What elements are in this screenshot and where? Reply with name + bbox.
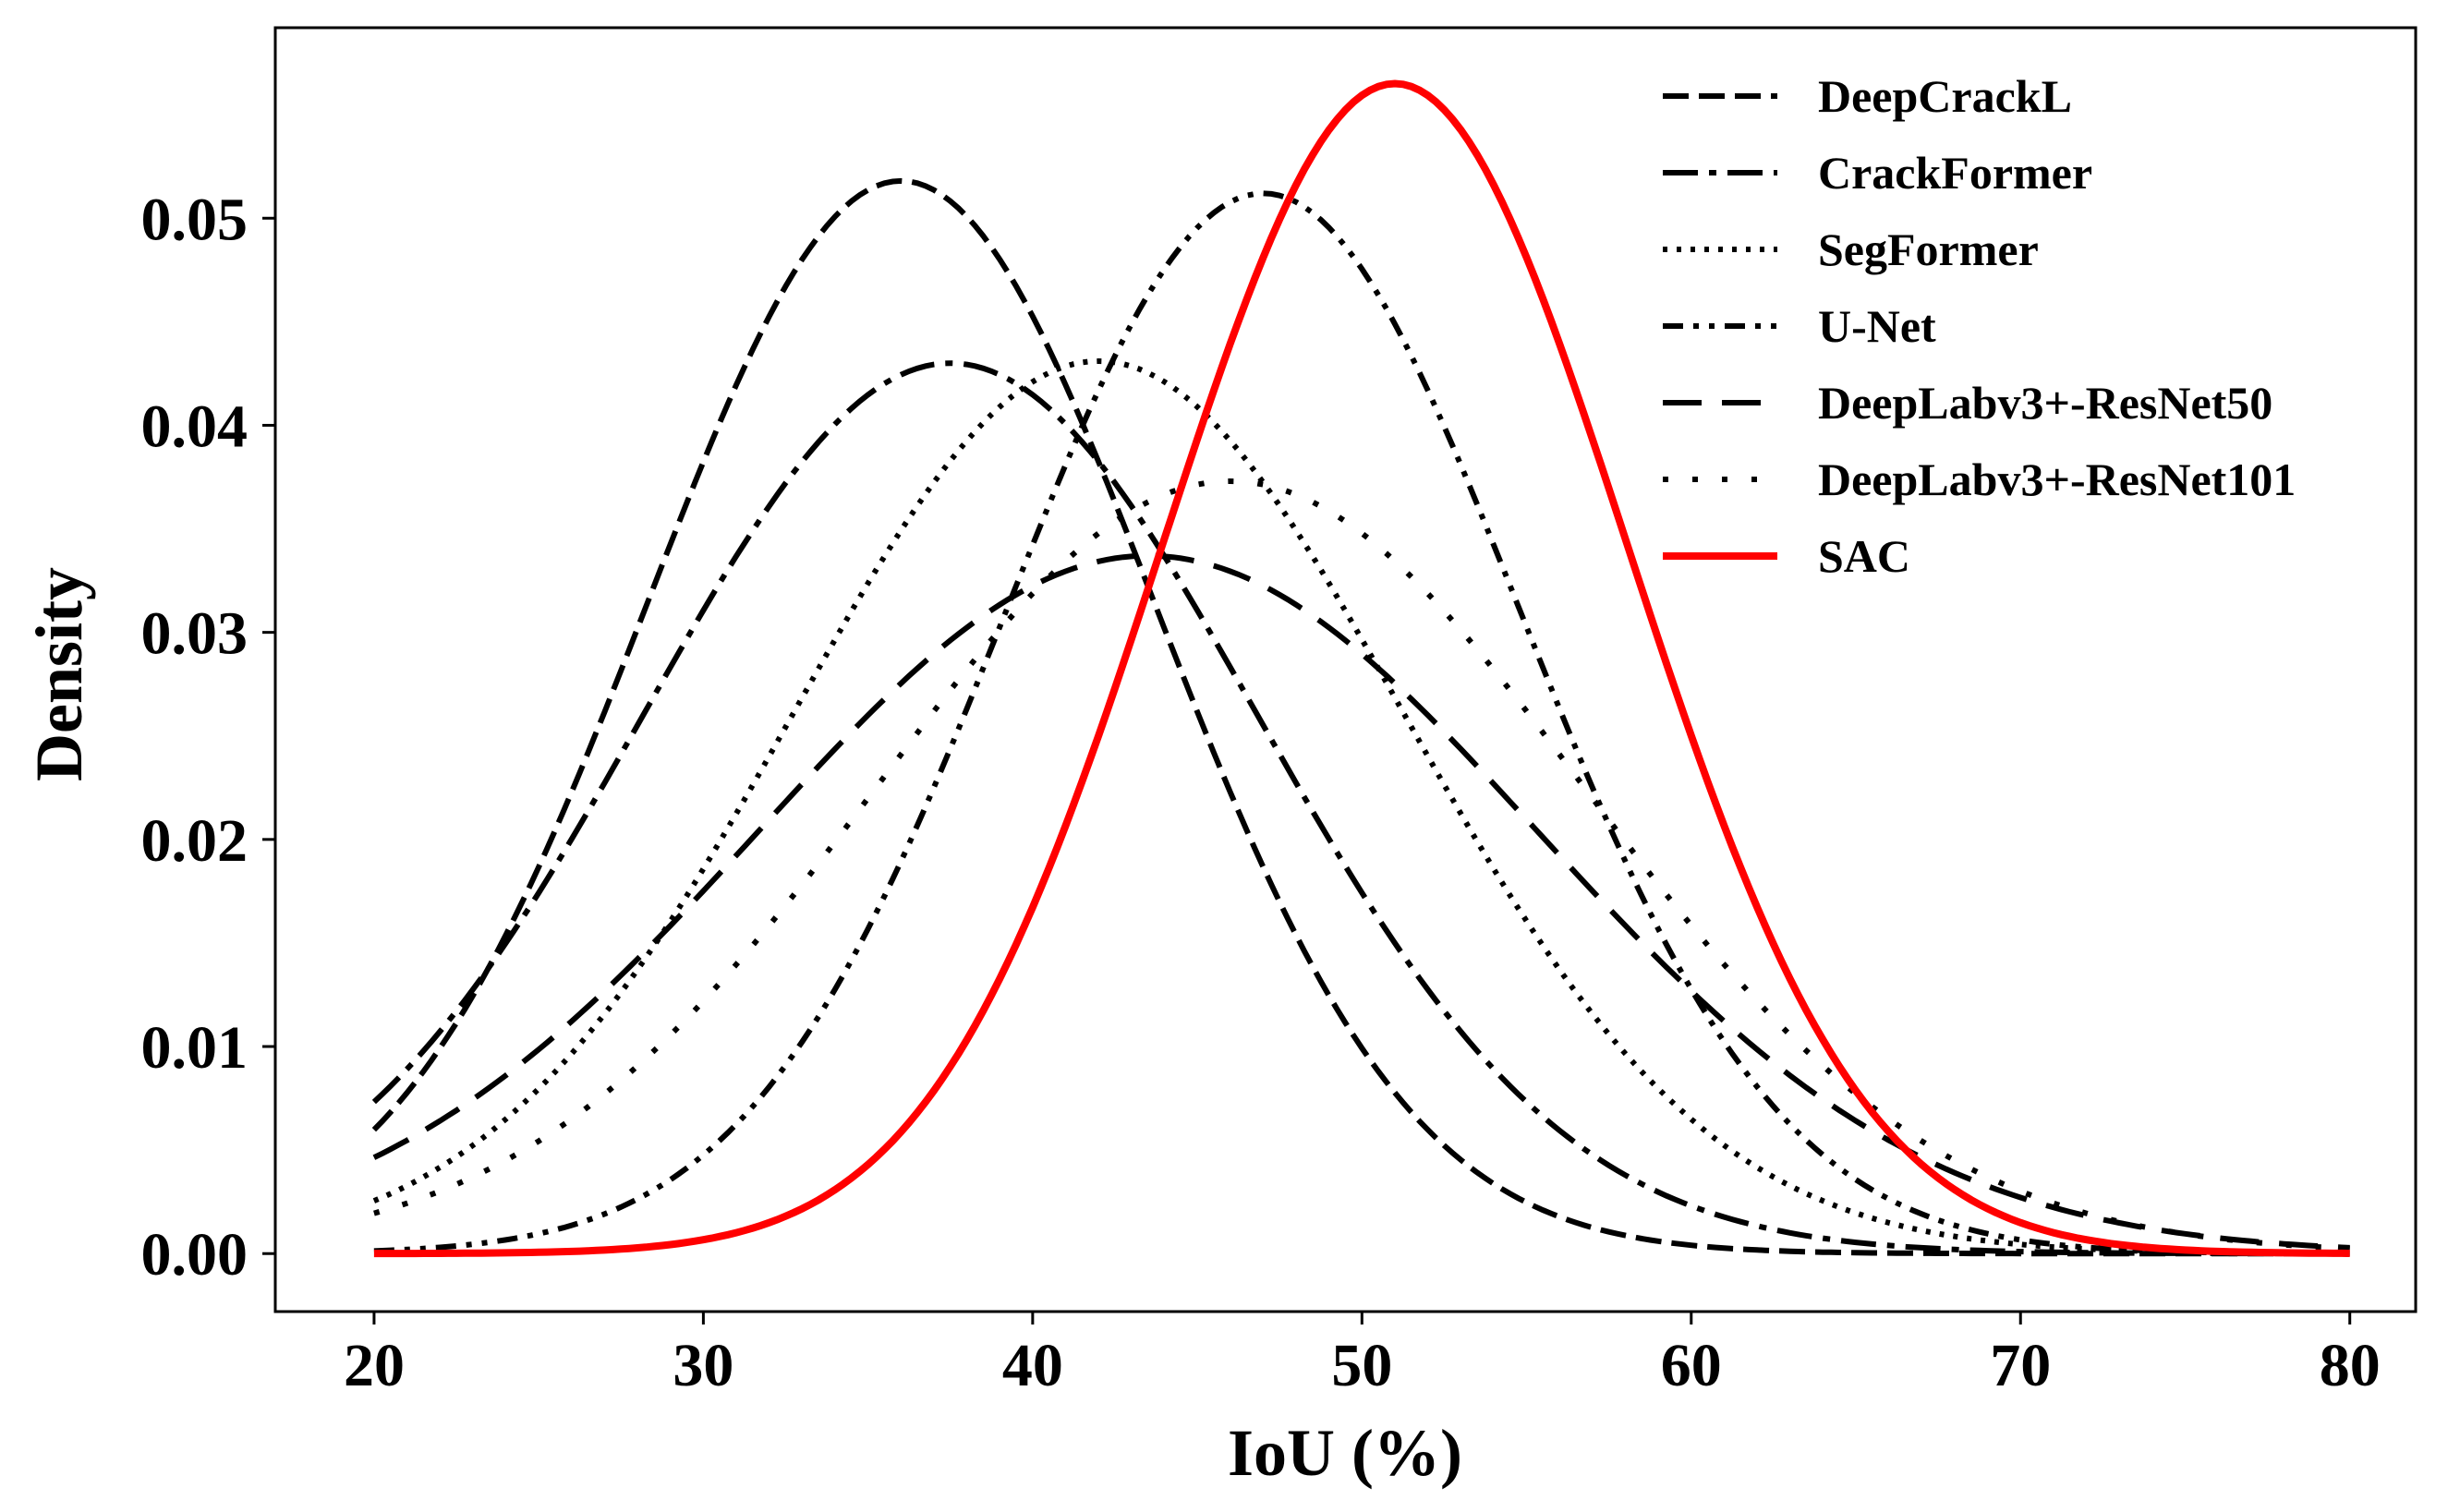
x-axis-ticks: 20 30 40 50 60 70 80	[344, 1312, 2381, 1399]
y-tick-label: 0.03	[141, 600, 248, 668]
legend-label-crackformer: CrackFormer	[1818, 147, 2092, 199]
y-tick-label: 0.05	[141, 186, 248, 253]
legend-label-u-net: U-Net	[1818, 300, 1936, 352]
legend-label-segformer: SegFormer	[1818, 224, 2039, 275]
curve-u-net	[373, 190, 2350, 1257]
curve-sac	[373, 79, 2350, 1258]
x-axis-label: IoU (%)	[1228, 1416, 1462, 1490]
legend-label-sac: SAC	[1818, 530, 1910, 582]
legend-label-deeplabv3-resnet101: DeepLabv3+-ResNet101	[1818, 454, 2296, 505]
legend: DeepCrackL CrackFormer SegFormer U-Net DeepL…	[1663, 70, 2296, 582]
x-tick-label: 30	[673, 1332, 733, 1399]
x-tick-label: 70	[1990, 1332, 2051, 1399]
legend-label-deeplabv3-resnet50: DeepLabv3+-ResNet50	[1818, 377, 2272, 429]
plot-frame	[273, 26, 2418, 1313]
curve-deeplabv3-resnet50	[372, 552, 2350, 1251]
y-axis-ticks: 0.00 0.01 0.02 0.03 0.04 0.05	[141, 186, 275, 1288]
y-tick-label: 0.02	[141, 807, 248, 875]
y-tick-label: 0.00	[141, 1221, 248, 1288]
y-tick-label: 0.04	[141, 393, 248, 460]
x-tick-label: 50	[1331, 1332, 1392, 1399]
x-tick-label: 20	[344, 1332, 405, 1399]
curve-crackformer	[371, 360, 2350, 1257]
y-axis-label: Density	[22, 567, 96, 781]
legend-label-deepcrackl: DeepCrackL	[1818, 70, 2072, 122]
x-tick-label: 40	[1002, 1332, 1063, 1399]
x-tick-label: 80	[2320, 1332, 2381, 1399]
y-tick-label: 0.01	[141, 1014, 248, 1082]
curves-layer	[371, 79, 2350, 1258]
x-tick-label: 60	[1661, 1332, 1722, 1399]
